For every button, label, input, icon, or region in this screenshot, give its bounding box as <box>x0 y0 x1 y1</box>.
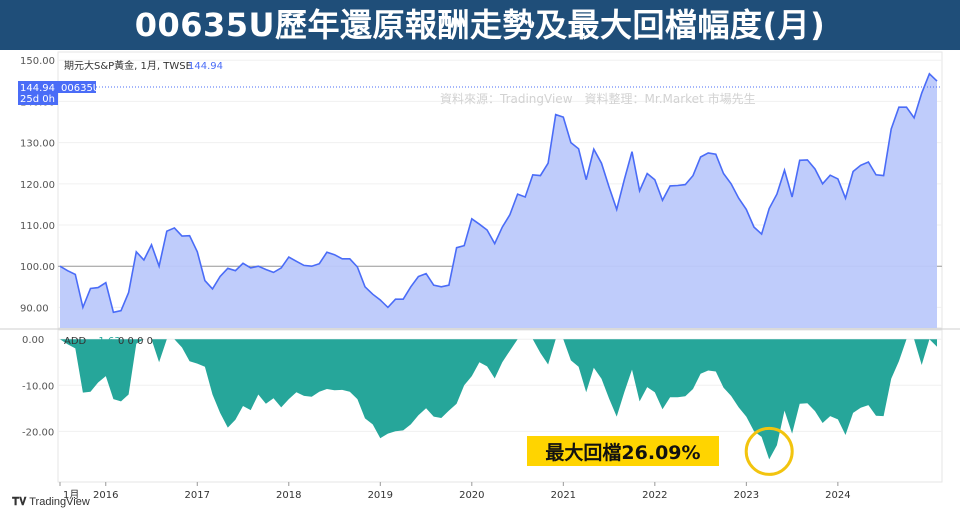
watermark: 資料來源：TradingView 資料整理：Mr.Market 市場先生 <box>440 91 756 106</box>
tradingview-logo: 𝐓𝐕 TradingView <box>12 496 90 509</box>
price-y-tick-label: 120.00 <box>20 180 55 191</box>
x-tick-label: 1月 <box>63 489 79 501</box>
tradingview-logo-mark: 𝐓𝐕 <box>12 496 27 508</box>
price-area <box>60 73 937 328</box>
price-tag-countdown: 25d 0h <box>20 94 55 105</box>
price-tag-value: 144.94 <box>20 83 55 94</box>
price-y-tick-label: 90.00 <box>20 303 49 314</box>
x-tick-label: 2017 <box>185 490 210 501</box>
chart: 90.00100.00110.00120.00130.00140.00150.0… <box>0 51 960 501</box>
drawdown-y-axis: 0.00 -10.00 -20.00 <box>22 335 54 438</box>
dd-legend-name: ADD <box>64 336 87 347</box>
drawdown-pane: 0.00 -10.00 -20.00 ADD −1.63 0 0 0 0 1月 201… <box>0 328 960 501</box>
x-tick-label: 2019 <box>368 490 393 501</box>
x-axis: 1月 2016 2017 2018 2019 2020 2021 2022 2023 2024 <box>59 482 851 501</box>
price-y-tick-label: 150.00 <box>20 56 55 67</box>
dd-legend-value: −1.63 <box>90 336 121 347</box>
price-pane: 90.00100.00110.00120.00130.00140.00150.0… <box>18 51 943 329</box>
x-tick-label: 2018 <box>276 490 301 501</box>
drawdown-y-tick-label: 0.00 <box>22 335 44 346</box>
drawdown-y-tick-label: -20.00 <box>22 427 54 438</box>
max-drawdown-circle <box>744 426 794 476</box>
x-tick-label: 2023 <box>734 490 759 501</box>
tradingview-logo-text: TradingView <box>29 496 90 508</box>
price-line <box>59 72 938 314</box>
legend-symbol: 期元大S&P黃金, 1月, TWSE <box>64 59 192 72</box>
dd-legend-zeros: 0 0 0 0 <box>118 336 153 347</box>
ticker-tag-box <box>58 81 96 93</box>
max-drawdown-label: 最大回檔26.09% <box>545 441 700 464</box>
drawdown-area <box>60 339 937 460</box>
x-tick-label: 2020 <box>459 490 484 501</box>
x-tick-label: 2024 <box>825 490 850 501</box>
price-y-tick-label: 110.00 <box>20 221 55 232</box>
x-tick-label: 2021 <box>551 490 576 501</box>
price-y-tick-label: 100.00 <box>20 262 55 273</box>
x-tick-label: 2016 <box>93 490 118 501</box>
drawdown-y-tick-label: -10.00 <box>22 381 54 392</box>
price-y-tick-label: 130.00 <box>20 139 55 150</box>
x-tick-label: 2022 <box>642 490 667 501</box>
legend-last-value: 144.94 <box>188 61 223 72</box>
ticker-tag: 00635U <box>61 83 100 94</box>
page-title: 00635U歷年還原報酬走勢及最大回檔幅度(月) <box>0 0 960 50</box>
drawdown-pane-border <box>57 329 943 483</box>
price-tag-box <box>18 81 58 105</box>
max-drawdown-label-box <box>527 436 719 466</box>
